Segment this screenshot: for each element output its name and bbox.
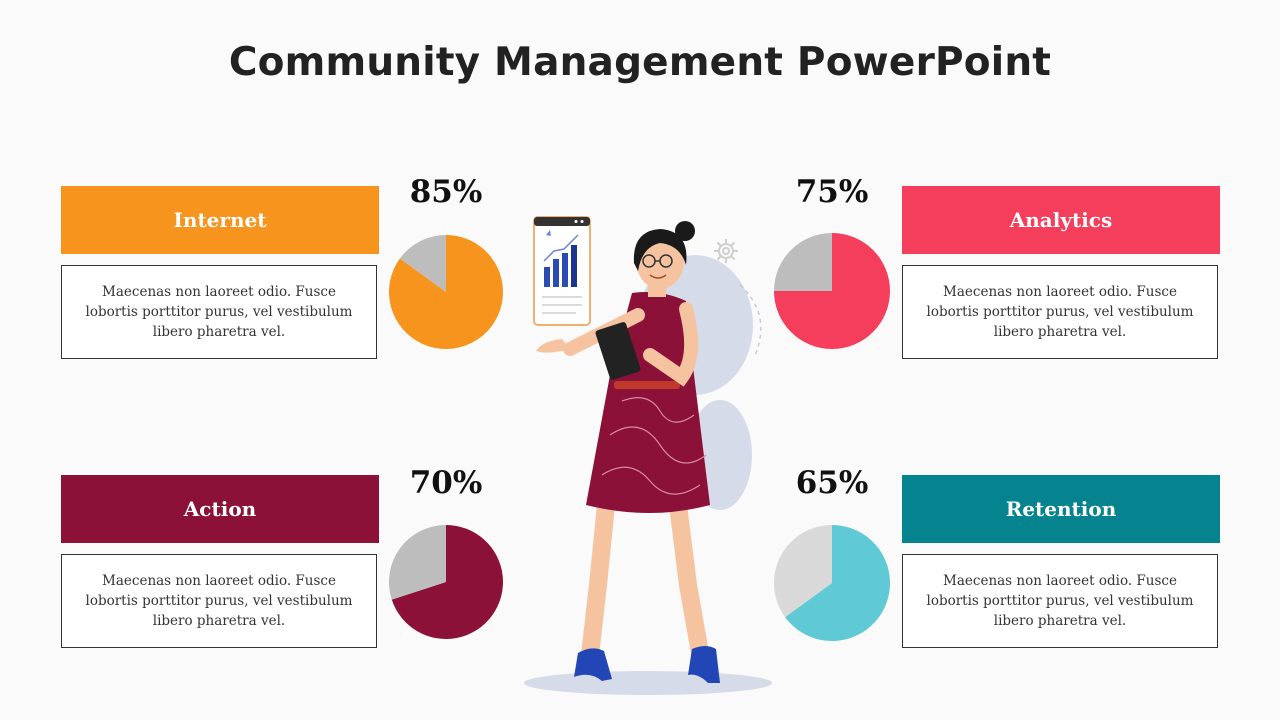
action-percent: 70% — [409, 465, 483, 501]
retention-description-text: Maecenas non laoreet odio. Fusce loborti… — [926, 573, 1194, 629]
internet-description: Maecenas non laoreet odio. Fusce loborti… — [61, 265, 377, 359]
pie-slice-remainder — [774, 233, 832, 291]
woman-illustration — [524, 216, 772, 695]
woman-hair — [633, 229, 687, 271]
pie-slice-remainder — [389, 525, 446, 600]
pie-slice-value — [391, 525, 503, 639]
woman-shoe — [688, 646, 720, 683]
ground-shadow — [524, 671, 772, 695]
tablet-icon — [595, 322, 641, 380]
action-pie-chart — [389, 525, 503, 639]
phone-chart-icon — [533, 216, 591, 326]
woman-belt — [614, 381, 680, 389]
woman-hand — [536, 339, 570, 353]
action-description: Maecenas non laoreet odio. Fusce loborti… — [61, 554, 377, 648]
internet-description-text: Maecenas non laoreet odio. Fusce loborti… — [85, 284, 353, 340]
retention-header: Retention — [902, 475, 1220, 543]
analytics-pie-chart — [774, 233, 890, 349]
woman-leg — [669, 496, 709, 662]
gear-icon — [714, 239, 738, 263]
pie-slice-remainder — [399, 235, 446, 292]
retention-pie-chart — [774, 525, 890, 641]
dashed-arc — [739, 284, 762, 356]
woman-dress — [586, 292, 710, 513]
analytics-description-text: Maecenas non laoreet odio. Fusce loborti… — [926, 284, 1194, 340]
woman-shoe — [574, 648, 612, 681]
internet-pie-chart — [389, 235, 503, 349]
woman-hair-bun — [675, 221, 695, 241]
retention-percent: 65% — [795, 465, 869, 501]
pie-slice-remainder — [774, 525, 832, 618]
page-title: Community Management PowerPoint — [228, 40, 1052, 85]
action-header: Action — [61, 475, 379, 543]
analytics-header: Analytics — [902, 186, 1220, 254]
internet-header: Internet — [61, 186, 379, 254]
pie-slice-value — [785, 525, 890, 641]
action-description-text: Maecenas non laoreet odio. Fusce loborti… — [85, 573, 353, 629]
retention-description: Maecenas non laoreet odio. Fusce loborti… — [902, 554, 1218, 648]
analytics-description: Maecenas non laoreet odio. Fusce loborti… — [902, 265, 1218, 359]
analytics-percent: 75% — [795, 174, 869, 210]
woman-arm — [643, 302, 699, 387]
internet-percent: 85% — [409, 174, 483, 210]
woman-leg — [581, 496, 615, 664]
